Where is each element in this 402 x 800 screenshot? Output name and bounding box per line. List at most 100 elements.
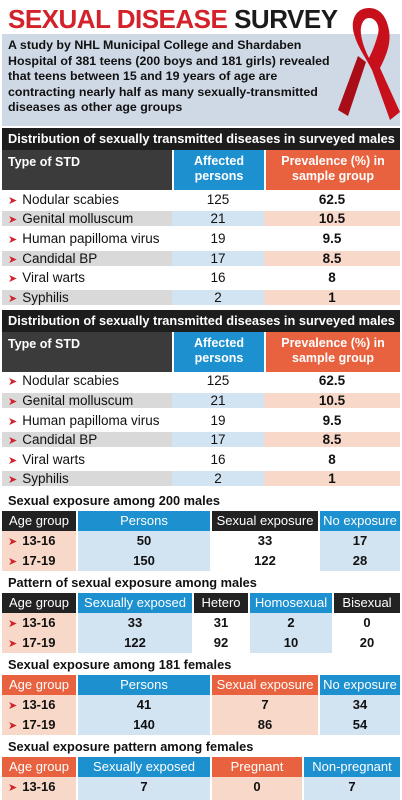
- col-type-header: Type of STD: [8, 336, 80, 351]
- cell-value: 17: [318, 531, 400, 552]
- col-persons: Persons: [76, 511, 210, 532]
- cell-value: 34: [318, 695, 400, 716]
- table-row: ➤ Nodular scabies 125 62.5: [2, 190, 400, 210]
- arrow-icon: ➤: [8, 273, 18, 286]
- title-part2: SURVEY: [234, 4, 338, 34]
- cell-value: 33: [76, 613, 192, 634]
- arrow-icon: ➤: [8, 454, 18, 467]
- std-table-2-heading: Distribution of sexually transmitted dis…: [2, 309, 400, 332]
- std-table-header: Type of STD Affected persons Prevalence …: [2, 150, 400, 190]
- age-group-value: 17-19: [22, 717, 56, 733]
- affected-value: 21: [172, 211, 264, 227]
- exposure-males-heading: Sexual exposure among 200 males: [2, 491, 400, 512]
- page-title: SEXUAL DISEASE SURVEY: [0, 0, 402, 34]
- affected-value: 19: [172, 230, 264, 246]
- cell-value: 7: [210, 695, 318, 716]
- affected-value: 21: [172, 392, 264, 408]
- col-affected-header: Affected persons: [172, 150, 264, 190]
- prevalence-value: 8.5: [264, 250, 400, 266]
- col-sexual-exposure: Sexual exposure: [210, 675, 318, 696]
- std-type: Genital molluscum: [22, 392, 134, 408]
- affected-value: 17: [172, 432, 264, 448]
- cell-value: 7: [76, 777, 210, 798]
- col-no-exposure: No exposure: [318, 511, 400, 532]
- std-type: Genital molluscum: [22, 211, 134, 227]
- age-group-value: 17-19: [22, 635, 56, 651]
- cell-value: 92: [192, 633, 248, 654]
- table-row: ➤ 13-16 7 0 7: [2, 777, 400, 798]
- cell-value: 10: [248, 633, 332, 654]
- col-age-group: Age group: [2, 593, 76, 614]
- table-row: ➤ 13-16 50 33 17: [2, 531, 400, 552]
- table-row: ➤ 13-16 33 31 2 0: [2, 613, 400, 634]
- prevalence-value: 10.5: [264, 392, 400, 408]
- prevalence-value: 62.5: [264, 191, 400, 207]
- cell-value: 28: [318, 551, 400, 572]
- table-row: ➤ Nodular scabies 125 62.5: [2, 372, 400, 392]
- std-table-1-heading: Distribution of sexually transmitted dis…: [2, 128, 400, 150]
- table-row: ➤ Candidal BP 17 8.5: [2, 249, 400, 269]
- std-type: Syphilis: [22, 471, 69, 487]
- cell-value: 140: [76, 715, 210, 736]
- arrow-icon: ➤: [8, 782, 18, 795]
- affected-value: 125: [172, 373, 264, 389]
- cell-value: 0: [210, 777, 302, 798]
- arrow-icon: ➤: [8, 395, 18, 408]
- pattern-females-table: Age group Sexually exposed Pregnant Non-…: [2, 757, 400, 800]
- arrow-icon: ➤: [8, 194, 18, 207]
- arrow-icon: ➤: [8, 292, 18, 305]
- exposure-females-table: Age group Persons Sexual exposure No exp…: [2, 675, 400, 736]
- table-row: ➤ Genital molluscum 21 10.5: [2, 391, 400, 411]
- table-row: ➤ Viral warts 16 8: [2, 268, 400, 288]
- title-part1: SEXUAL DISEASE: [8, 4, 228, 34]
- cell-value: 20: [332, 633, 400, 654]
- prevalence-value: 8: [264, 451, 400, 467]
- prevalence-value: 10.5: [264, 211, 400, 227]
- prevalence-value: 9.5: [264, 230, 400, 246]
- cell-value: 54: [318, 715, 400, 736]
- prevalence-value: 62.5: [264, 373, 400, 389]
- col-bisexual: Bisexual: [332, 593, 400, 614]
- pattern-males-heading: Pattern of sexual exposure among males: [2, 573, 400, 594]
- std-type: Candidal BP: [22, 432, 98, 448]
- table-row: ➤ Human papilloma virus 19 9.5: [2, 229, 400, 249]
- arrow-icon: ➤: [8, 253, 18, 266]
- arrow-icon: ➤: [8, 700, 18, 713]
- age-group-value: 13-16: [22, 697, 56, 713]
- std-type: Human papilloma virus: [22, 412, 160, 428]
- prevalence-value: 8: [264, 270, 400, 286]
- intro-text: A study by NHL Municipal College and Sha…: [2, 34, 400, 126]
- table-row: ➤ Genital molluscum 21 10.5: [2, 210, 400, 230]
- age-group-value: 13-16: [22, 779, 56, 795]
- pattern-females-heading: Sexual exposure pattern among females: [2, 737, 400, 758]
- table-header: Age group Sexually exposed Pregnant Non-…: [2, 757, 400, 778]
- table-row: ➤ 13-16 41 7 34: [2, 695, 400, 716]
- arrow-icon: ➤: [8, 720, 18, 733]
- cell-value: 122: [210, 551, 318, 572]
- arrow-icon: ➤: [8, 214, 18, 227]
- prevalence-value: 9.5: [264, 412, 400, 428]
- prevalence-value: 8.5: [264, 432, 400, 448]
- table-row: ➤ Viral warts 16 8: [2, 450, 400, 470]
- col-age-group: Age group: [2, 675, 76, 696]
- arrow-icon: ➤: [8, 556, 18, 569]
- col-hetero: Hetero: [192, 593, 248, 614]
- arrow-icon: ➤: [8, 233, 18, 246]
- arrow-icon: ➤: [8, 474, 18, 487]
- arrow-icon: ➤: [8, 435, 18, 448]
- cell-value: 86: [210, 715, 318, 736]
- arrow-icon: ➤: [8, 638, 18, 651]
- col-age-group: Age group: [2, 511, 76, 532]
- std-type: Nodular scabies: [22, 373, 120, 389]
- cell-value: 7: [302, 777, 400, 798]
- col-sexual-exposure: Sexual exposure: [210, 511, 318, 532]
- age-group-value: 13-16: [22, 615, 56, 631]
- table-row: ➤ 17-19 150 122 28: [2, 551, 400, 572]
- pattern-males-table: Age group Sexually exposed Hetero Homose…: [2, 593, 400, 654]
- affected-value: 125: [172, 191, 264, 207]
- col-non-pregnant: Non-pregnant: [302, 757, 400, 778]
- table-row: ➤ 17-19 122 92 10 20: [2, 633, 400, 654]
- table-row: ➤ Syphilis 2 1: [2, 288, 400, 308]
- col-sexually-exposed: Sexually exposed: [76, 593, 192, 614]
- cell-value: 2: [248, 613, 332, 634]
